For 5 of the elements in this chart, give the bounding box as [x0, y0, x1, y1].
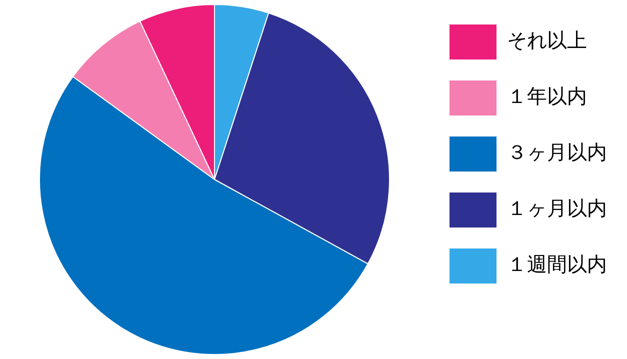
- legend-label: ３ヶ月以内: [507, 140, 607, 164]
- legend-label: それ以上: [507, 28, 587, 52]
- legend-label: １年以内: [507, 84, 587, 108]
- legend-label: １週間以内: [507, 252, 607, 276]
- legend-label: １ヶ月以内: [507, 196, 607, 220]
